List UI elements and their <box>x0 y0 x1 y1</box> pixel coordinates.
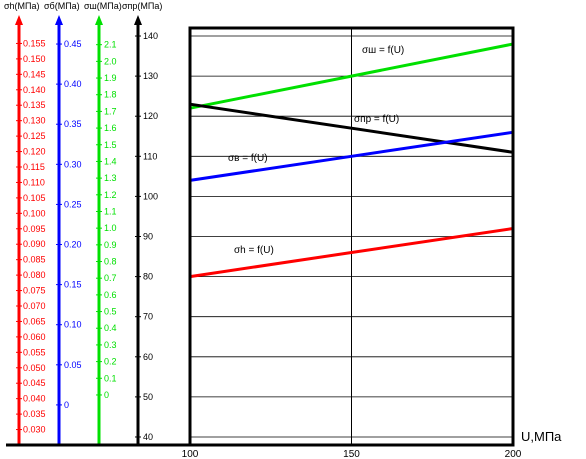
grid-lines <box>190 28 513 445</box>
axis-tick-label-sh-19: 1.9 <box>104 73 117 83</box>
series-lines <box>189 42 514 279</box>
axis-tick-label-h-11: 0.085 <box>23 255 46 265</box>
series-label-3: σh = f(U) <box>234 245 274 256</box>
axis-title-sh: σш(МПа) <box>84 1 122 11</box>
axis-tick-label-sh-13: 1.3 <box>104 173 117 183</box>
axis-tick-label-h-0: 0.030 <box>23 425 46 435</box>
axis-tick-label-pr-1: 50 <box>143 392 153 402</box>
axis-tick-label-sh-4: 0.4 <box>104 323 117 333</box>
axis-tick-label-h-23: 0.145 <box>23 69 46 79</box>
x-tick-labels: 100 150 200 <box>182 449 522 459</box>
axis-tick-label-pr-6: 100 <box>143 191 158 201</box>
axis-tick-label-sh-16: 1.6 <box>104 123 117 133</box>
y-axes: σh(МПа)0.0300.0350.0400.0450.0500.0550.0… <box>4 1 162 445</box>
axis-tick-label-sh-18: 1.8 <box>104 90 117 100</box>
axis-tick-label-b-1: 0.05 <box>64 360 82 370</box>
axis-tick-label-sh-17: 1.7 <box>104 106 117 116</box>
axis-tick-label-sh-9: 0.9 <box>104 240 117 250</box>
plot-border <box>188 26 515 447</box>
axis-tick-label-h-8: 0.070 <box>23 301 46 311</box>
axis-tick-label-sh-11: 1.1 <box>104 206 117 216</box>
axis-tick-label-sh-21: 2.1 <box>104 40 117 50</box>
axis-tick-label-b-4: 0.20 <box>64 240 82 250</box>
axis-tick-label-h-14: 0.100 <box>23 208 46 218</box>
series-label-2: σв = f(U) <box>228 153 268 164</box>
axis-tick-label-b-5: 0.25 <box>64 199 82 209</box>
axis-tick-label-h-4: 0.050 <box>23 363 46 373</box>
axis-tick-label-h-21: 0.135 <box>23 100 46 110</box>
axis-tick-label-h-24: 0.150 <box>23 54 46 64</box>
axis-tick-label-h-22: 0.140 <box>23 85 46 95</box>
axis-tick-label-h-25: 0.155 <box>23 38 46 48</box>
axis-tick-label-h-17: 0.115 <box>23 162 45 172</box>
axis-title-b: σб(МПа) <box>44 1 80 11</box>
axis-tick-label-sh-8: 0.8 <box>104 257 117 267</box>
axis-tick-label-pr-2: 60 <box>143 352 153 362</box>
axis-tick-label-h-2: 0.040 <box>23 394 46 404</box>
axis-tick-label-pr-0: 40 <box>143 432 153 442</box>
axis-tick-label-sh-10: 1.0 <box>104 223 117 233</box>
axis-tick-label-pr-4: 80 <box>143 272 153 282</box>
axis-tick-label-b-0: 0 <box>64 400 69 410</box>
axis-tick-label-h-12: 0.090 <box>23 239 46 249</box>
axis-tick-label-sh-14: 1.4 <box>104 156 117 166</box>
axis-tick-label-sh-6: 0.6 <box>104 290 117 300</box>
axis-tick-label-sh-0: 0 <box>104 390 109 400</box>
series-label-1: σпр = f(U) <box>354 114 399 125</box>
axis-tick-label-h-9: 0.075 <box>23 286 46 296</box>
axis-tick-label-b-3: 0.15 <box>64 280 82 290</box>
series-label-0: σш = f(U) <box>362 45 404 56</box>
axis-tick-label-b-7: 0.35 <box>64 119 82 129</box>
axis-tick-label-h-20: 0.130 <box>23 116 46 126</box>
series-line-0 <box>189 42 514 110</box>
axis-tick-label-b-6: 0.30 <box>64 159 82 169</box>
axis-tick-label-h-18: 0.120 <box>23 147 46 157</box>
axis-tick-label-b-9: 0.45 <box>64 39 82 49</box>
axis-tick-label-pr-7: 110 <box>143 151 157 161</box>
axis-tick-label-sh-7: 0.7 <box>104 273 117 283</box>
axis-tick-label-sh-3: 0.3 <box>104 340 117 350</box>
axis-tick-label-sh-5: 0.5 <box>104 307 117 317</box>
x-tick-label-1: 150 <box>343 449 360 459</box>
axis-tick-label-b-2: 0.10 <box>64 320 82 330</box>
axis-arrow-h <box>15 15 23 25</box>
axis-tick-label-sh-15: 1.5 <box>104 140 117 150</box>
series-line-1 <box>189 102 514 154</box>
axis-tick-label-h-10: 0.080 <box>23 270 46 280</box>
axis-tick-label-sh-20: 2.0 <box>104 56 117 66</box>
axis-tick-label-h-6: 0.060 <box>23 332 46 342</box>
axis-tick-label-sh-12: 1.2 <box>104 190 117 200</box>
axis-tick-label-sh-1: 0.1 <box>104 373 117 383</box>
x-tick-label-0: 100 <box>182 449 199 459</box>
axis-tick-label-h-5: 0.055 <box>23 347 46 357</box>
series-line-3 <box>189 227 514 279</box>
axis-title-pr: σпр(МПа) <box>122 1 162 11</box>
plot-frame <box>6 26 515 447</box>
axis-tick-label-pr-5: 90 <box>143 232 153 242</box>
axis-tick-label-h-1: 0.035 <box>23 409 46 419</box>
series-labels: σш = f(U) σпр = f(U) σв = f(U) σh = f(U) <box>228 45 404 256</box>
axis-title-h: σh(МПа) <box>4 1 40 11</box>
axis-tick-label-h-16: 0.110 <box>23 177 45 187</box>
axis-tick-label-pr-10: 140 <box>143 31 158 41</box>
axis-arrow-sh <box>95 15 103 25</box>
axis-tick-label-h-7: 0.065 <box>23 316 46 326</box>
axis-arrow-b <box>55 15 63 25</box>
series-line-2 <box>189 130 514 182</box>
axis-tick-label-pr-8: 120 <box>143 111 158 121</box>
axis-tick-label-pr-9: 130 <box>143 71 158 81</box>
axis-arrow-pr <box>134 15 142 25</box>
x-axis-label: U,МПа <box>521 429 562 444</box>
axis-tick-label-h-13: 0.095 <box>23 224 46 234</box>
axis-tick-label-h-3: 0.045 <box>23 378 46 388</box>
axis-tick-label-pr-3: 70 <box>143 312 153 322</box>
axis-tick-label-h-19: 0.125 <box>23 131 46 141</box>
axis-tick-label-sh-2: 0.2 <box>104 357 117 367</box>
axis-tick-label-h-15: 0.105 <box>23 193 46 203</box>
axis-tick-label-b-8: 0.40 <box>64 79 82 89</box>
x-tick-label-2: 200 <box>505 449 522 459</box>
